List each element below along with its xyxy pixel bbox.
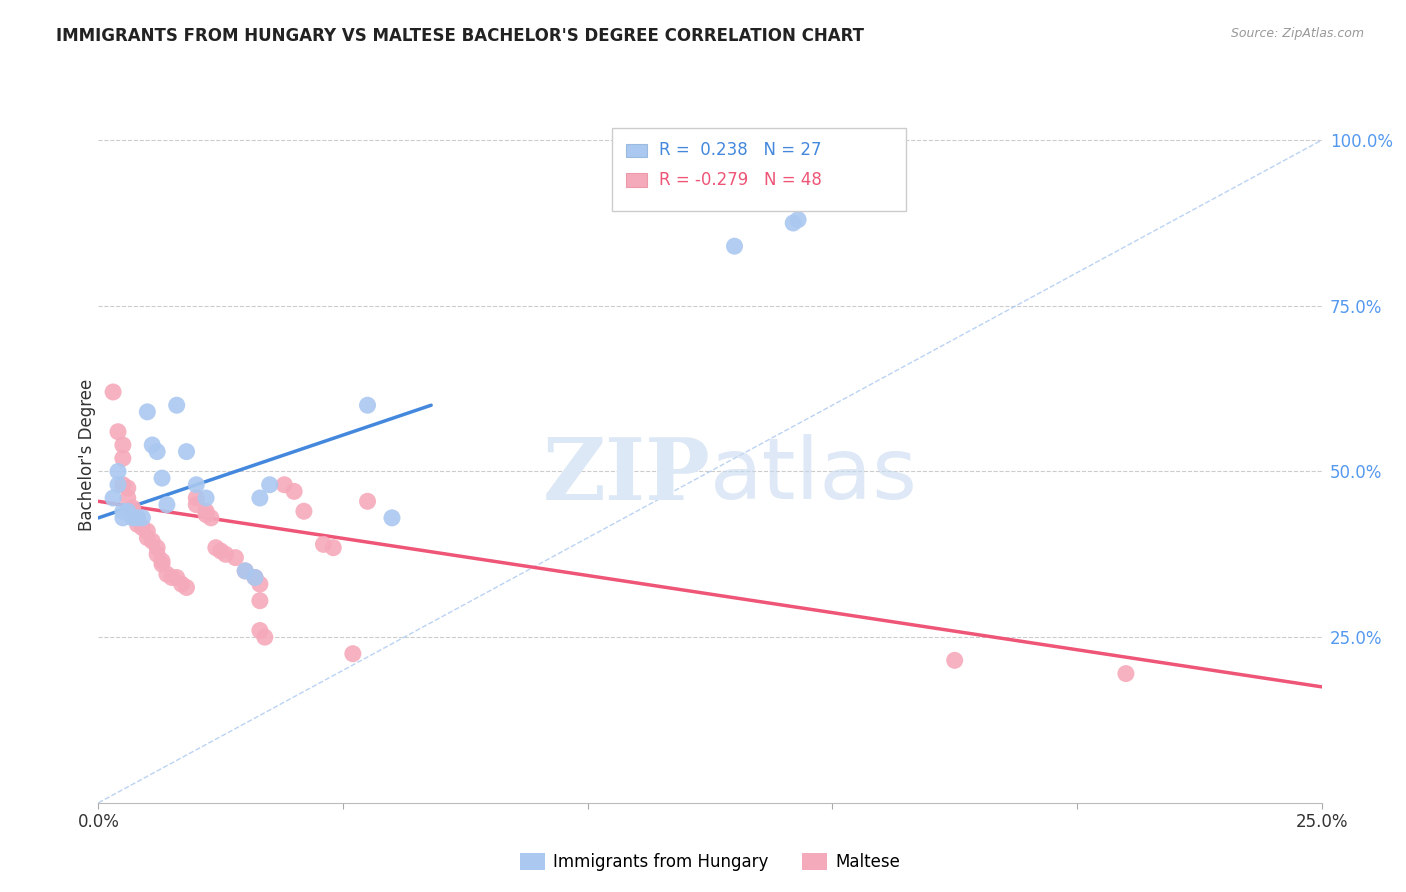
Point (243, 570, 266, 584)
Point (195, 504, 218, 518)
Point (195, 508, 218, 522)
Point (170, 577, 193, 591)
Point (121, 500, 143, 515)
Point (233, 564, 256, 578)
Text: atlas: atlas (710, 434, 918, 517)
Point (273, 477, 295, 491)
Point (214, 547, 236, 561)
Point (356, 398, 378, 412)
Point (127, 511, 149, 525)
Point (205, 541, 228, 555)
Point (121, 511, 143, 525)
Point (111, 504, 134, 518)
Point (111, 477, 134, 491)
Point (259, 477, 281, 491)
Point (253, 630, 276, 644)
Point (186, 477, 208, 491)
Point (322, 541, 344, 555)
Point (101, 384, 124, 399)
Point (292, 504, 315, 518)
Point (195, 491, 218, 505)
Text: IMMIGRANTS FROM HUNGARY VS MALTESE BACHELOR'S DEGREE CORRELATION CHART: IMMIGRANTS FROM HUNGARY VS MALTESE BACHE… (56, 27, 865, 45)
Point (312, 537, 335, 551)
Point (1115, 666, 1137, 681)
Text: Source: ZipAtlas.com: Source: ZipAtlas.com (1230, 27, 1364, 40)
Point (156, 567, 179, 582)
Point (943, 653, 966, 667)
Point (150, 554, 173, 568)
Point (224, 550, 246, 565)
Point (121, 504, 143, 518)
Point (107, 465, 129, 479)
Point (146, 541, 169, 555)
Text: ZIP: ZIP (543, 434, 710, 517)
Point (141, 438, 163, 452)
Point (723, 239, 745, 253)
Legend: Immigrants from Hungary, Maltese: Immigrants from Hungary, Maltese (513, 847, 907, 878)
Point (136, 405, 159, 419)
Point (233, 564, 256, 578)
Point (141, 534, 163, 549)
Point (787, 212, 810, 227)
Point (117, 504, 139, 518)
Point (176, 581, 198, 595)
Point (249, 577, 271, 591)
Point (127, 517, 149, 532)
Point (283, 484, 305, 499)
Point (107, 425, 129, 439)
Point (150, 558, 173, 572)
Point (101, 491, 124, 505)
Point (356, 494, 378, 508)
Point (146, 444, 169, 458)
Point (160, 570, 183, 584)
Point (107, 477, 129, 491)
Point (209, 544, 232, 558)
Point (381, 511, 404, 525)
Point (249, 593, 271, 607)
Point (150, 471, 173, 485)
Point (176, 444, 198, 458)
Text: R =  0.238   N = 27: R = 0.238 N = 27 (658, 141, 821, 159)
Point (136, 524, 159, 538)
Point (249, 491, 271, 505)
Y-axis label: Bachelor's Degree: Bachelor's Degree (79, 379, 96, 531)
Point (156, 498, 179, 512)
Point (136, 531, 159, 545)
Point (200, 511, 222, 525)
Point (342, 647, 364, 661)
Point (782, 216, 804, 230)
Point (131, 521, 153, 535)
Point (127, 511, 149, 525)
Point (111, 451, 134, 466)
Point (249, 624, 271, 638)
Point (117, 481, 139, 495)
Point (186, 491, 208, 505)
Point (186, 498, 208, 512)
Point (166, 570, 188, 584)
Point (117, 491, 139, 505)
Point (111, 511, 134, 525)
Point (146, 547, 169, 561)
Point (243, 570, 266, 584)
Text: R = -0.279   N = 48: R = -0.279 N = 48 (658, 170, 821, 188)
Point (131, 511, 153, 525)
Point (166, 398, 188, 412)
Point (111, 438, 134, 452)
